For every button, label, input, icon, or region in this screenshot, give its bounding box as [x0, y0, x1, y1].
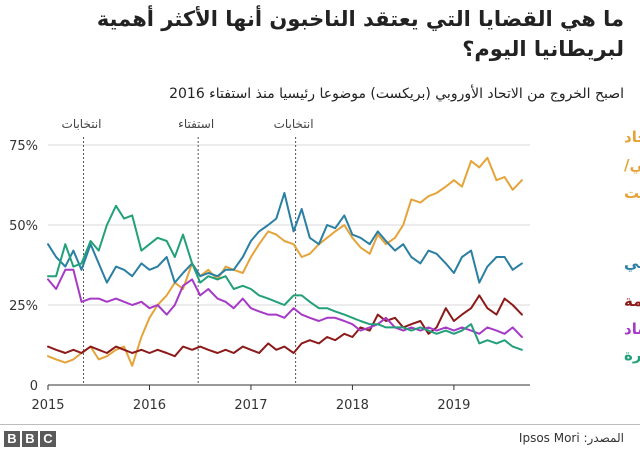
series-line-2 — [47, 294, 523, 358]
logo-letter-c: C — [40, 431, 56, 447]
y-tick-label-25: 25% — [9, 299, 38, 314]
chart-title: ما هي القضايا التي يعتقد الناخبون أنها ا… — [96, 7, 624, 61]
series-label-1-0: التأمين الصحي — [624, 253, 640, 272]
series-line-3 — [47, 268, 523, 338]
logo-letter-b1: B — [4, 431, 20, 447]
series-line-1 — [47, 192, 523, 284]
footer-divider — [0, 424, 640, 425]
x-tick-label-2015: 2015 — [31, 398, 64, 413]
x-tick-label-2017: 2017 — [234, 398, 267, 413]
bbc-logo: B B C — [4, 431, 56, 447]
chart-subtitle: اصبح الخروج من الاتحاد الأوروبي (بريكست)… — [169, 86, 624, 102]
event-label-0: انتخابات — [62, 117, 102, 131]
x-tick-label-2018: 2018 — [336, 398, 369, 413]
x-tick-label-2019: 2019 — [437, 398, 470, 413]
series-label-2-0: الجريمة — [624, 292, 640, 310]
event-label-2: انتخابات — [274, 117, 314, 131]
event-label-1: استفتاء — [178, 117, 214, 131]
series-label-3-0: الاقتصاد — [624, 320, 640, 338]
y-tick-label-50: 50% — [9, 219, 38, 234]
series-label-4-0: الهجرة — [624, 346, 640, 364]
line-chart: 0 25% 50% 75% 2015 2016 2017 2018 2019 انتخابات اس… — [9, 117, 640, 413]
y-tick-label-0: 0 — [30, 379, 38, 394]
logo-letter-b2: B — [22, 431, 38, 447]
y-tick-label-75: 75% — [9, 139, 38, 154]
series-line-4 — [47, 204, 523, 351]
source-credit: المصدر: Ipsos Mori — [518, 431, 624, 445]
series-line-0 — [47, 156, 523, 367]
series-label-0-2: بريكست — [624, 184, 640, 202]
x-tick-label-2016: 2016 — [133, 398, 166, 413]
series-label-0-0: الاتحاد — [624, 128, 640, 146]
series-label-0-1: الأوروبي/ — [624, 156, 640, 174]
